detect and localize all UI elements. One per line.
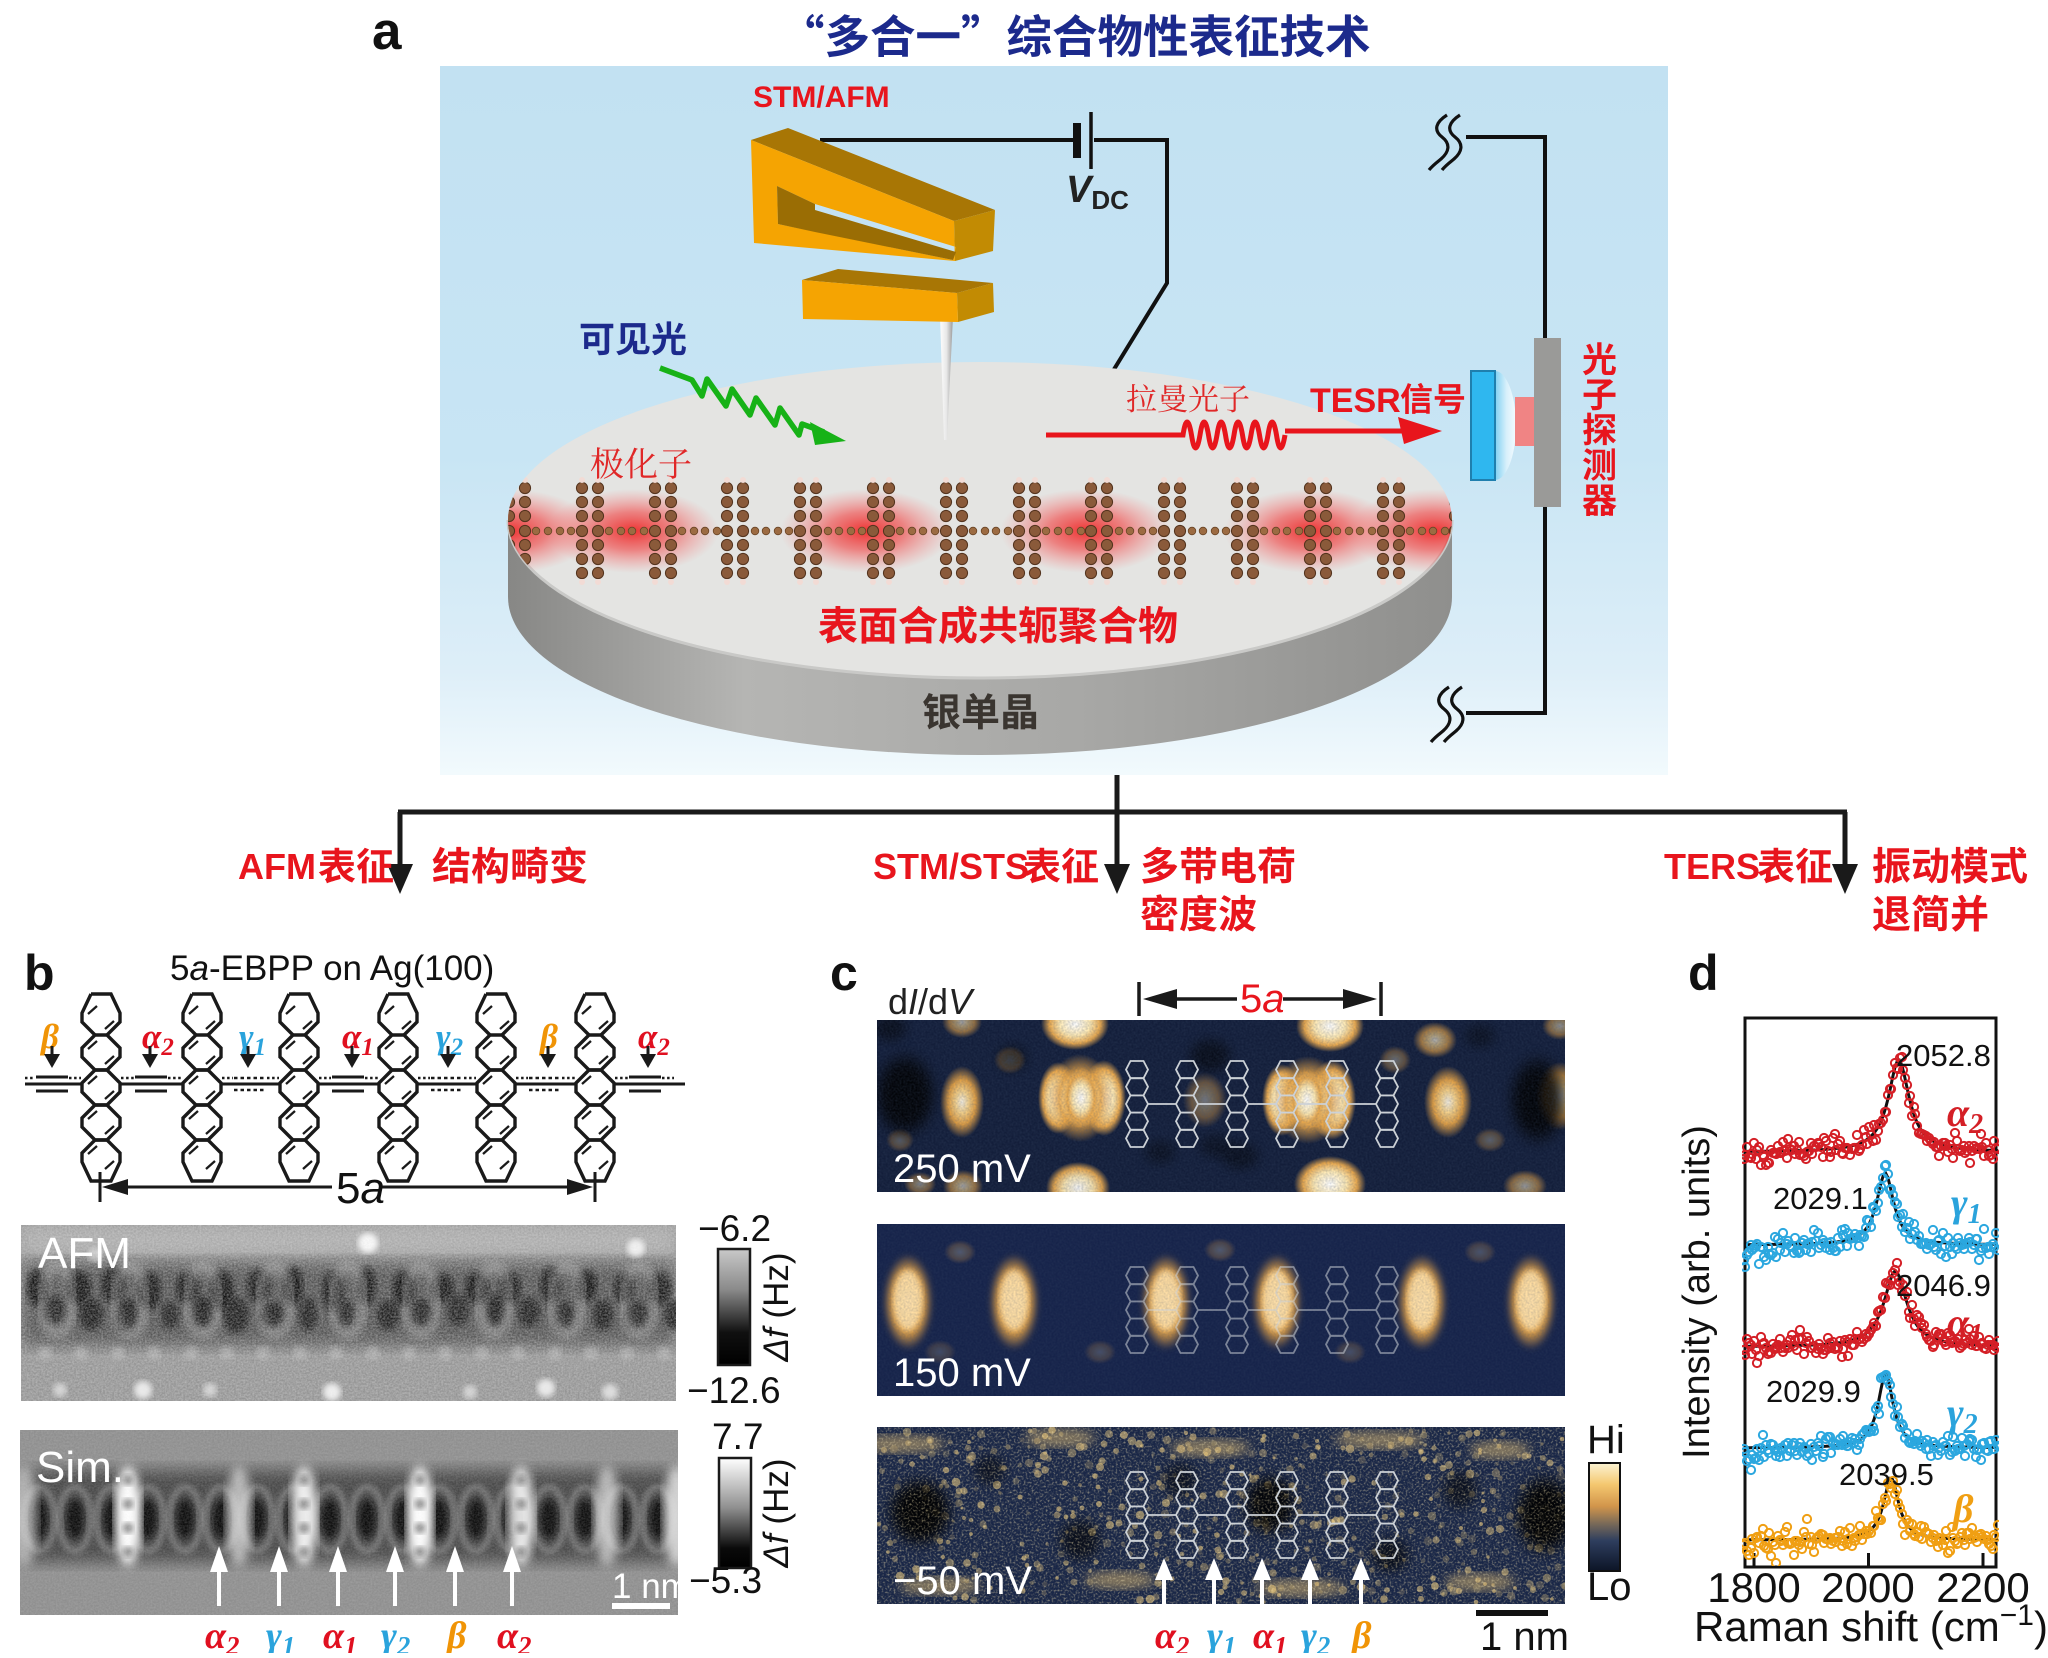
- svg-text:AFM: AFM: [238, 846, 316, 887]
- svg-text:1 nm: 1 nm: [1480, 1615, 1569, 1653]
- svg-text:Δf (Hz): Δf (Hz): [757, 1252, 796, 1362]
- svg-text:−5.3: −5.3: [689, 1560, 762, 1601]
- svg-text:2200: 2200: [1936, 1564, 2029, 1611]
- svg-text:a: a: [372, 2, 402, 61]
- svg-text:STM/AFM: STM/AFM: [753, 81, 890, 114]
- svg-text:5a: 5a: [336, 1164, 385, 1213]
- svg-text:c: c: [830, 945, 858, 1001]
- svg-text:−12.6: −12.6: [687, 1370, 781, 1411]
- svg-text:α1: α1: [342, 1017, 374, 1061]
- svg-text:2029.1: 2029.1: [1773, 1181, 1868, 1216]
- svg-text:γ2: γ2: [436, 1017, 463, 1061]
- svg-text:TESR: TESR: [1310, 382, 1401, 420]
- svg-text:−6.2: −6.2: [698, 1208, 771, 1249]
- svg-text:250 mV: 250 mV: [893, 1147, 1031, 1191]
- svg-text:d: d: [1688, 945, 1719, 1001]
- svg-text:150 mV: 150 mV: [893, 1351, 1031, 1395]
- svg-text:Δf (Hz): Δf (Hz): [757, 1458, 796, 1568]
- svg-text:7.7: 7.7: [712, 1416, 763, 1457]
- svg-text:Intensity (arb. units): Intensity (arb. units): [1676, 1125, 1718, 1459]
- svg-text:β: β: [39, 1017, 59, 1056]
- svg-text:Raman shift (cm−1): Raman shift (cm−1): [1694, 1599, 2048, 1651]
- svg-text:Lo: Lo: [1587, 1565, 1632, 1609]
- svg-text:2046.9: 2046.9: [1896, 1268, 1991, 1303]
- svg-text:2029.9: 2029.9: [1766, 1374, 1861, 1409]
- svg-text:β: β: [1951, 1486, 1974, 1531]
- svg-text:β: β: [1350, 1615, 1372, 1653]
- svg-text:TERS: TERS: [1664, 846, 1760, 887]
- svg-text:−50 mV: −50 mV: [893, 1559, 1032, 1603]
- svg-text:5a-EBPP on Ag(100): 5a-EBPP on Ag(100): [170, 949, 494, 988]
- svg-text:Hi: Hi: [1587, 1418, 1625, 1462]
- svg-text:1 nm: 1 nm: [612, 1567, 690, 1606]
- svg-text:dI/dV: dI/dV: [888, 981, 975, 1022]
- svg-text:β: β: [538, 1017, 558, 1056]
- svg-text:Sim.: Sim.: [36, 1443, 124, 1492]
- svg-text:5a: 5a: [1240, 977, 1285, 1021]
- svg-text:β: β: [445, 1615, 467, 1653]
- svg-text:2000: 2000: [1821, 1564, 1914, 1611]
- svg-text:2052.8: 2052.8: [1896, 1038, 1991, 1073]
- svg-text:STM/STS: STM/STS: [873, 846, 1029, 887]
- svg-text:b: b: [24, 945, 55, 1001]
- svg-text:1800: 1800: [1707, 1564, 1800, 1611]
- svg-text:AFM: AFM: [38, 1229, 131, 1278]
- svg-text:2039.5: 2039.5: [1839, 1457, 1934, 1492]
